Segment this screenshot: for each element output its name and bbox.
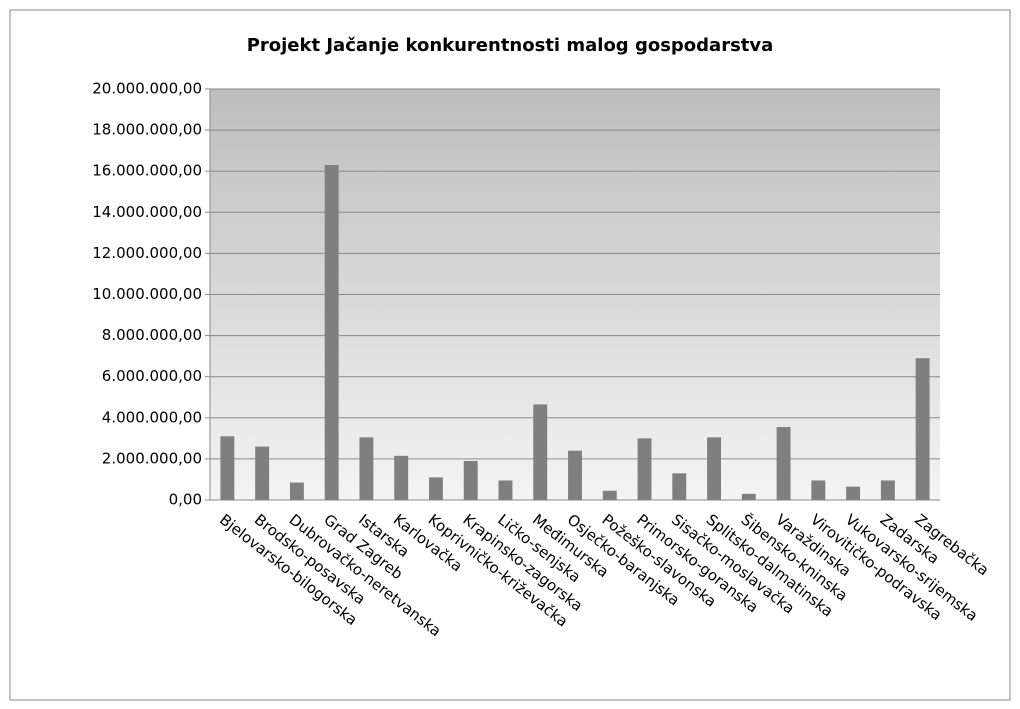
bar [637,438,652,500]
bar [498,480,513,500]
bar [463,460,478,500]
y-tick-label: 12.000.000,00 [92,244,202,262]
bar [707,437,721,500]
bar [880,480,895,500]
bar [776,427,791,500]
y-tick-label: 0,00 [169,491,202,509]
bar [324,165,339,500]
bar [846,486,861,500]
y-tick-label: 6.000.000,00 [102,367,202,385]
y-tick-label: 14.000.000,00 [92,203,202,221]
bar [394,455,409,500]
bar [811,480,826,500]
bar [741,493,756,500]
bar [255,446,270,500]
bar [602,490,617,500]
y-tick-label: 16.000.000,00 [92,162,202,180]
bar [915,358,930,500]
y-tick-label: 4.000.000,00 [102,408,202,426]
bar [672,473,687,500]
y-tick-label: 8.000.000,00 [102,326,202,344]
bar [429,477,443,500]
bar [568,450,582,500]
chart-title: Projekt Jačanje konkurentnosti malog gos… [247,35,774,56]
bar [289,482,304,500]
bar [220,436,235,500]
bar [359,437,374,500]
y-tick-label: 10.000.000,00 [92,285,202,303]
bar [533,404,548,500]
y-tick-label: 2.000.000,00 [102,449,202,467]
y-tick-label: 18.000.000,00 [92,121,202,139]
y-tick-label: 20.000.000,00 [92,80,202,98]
